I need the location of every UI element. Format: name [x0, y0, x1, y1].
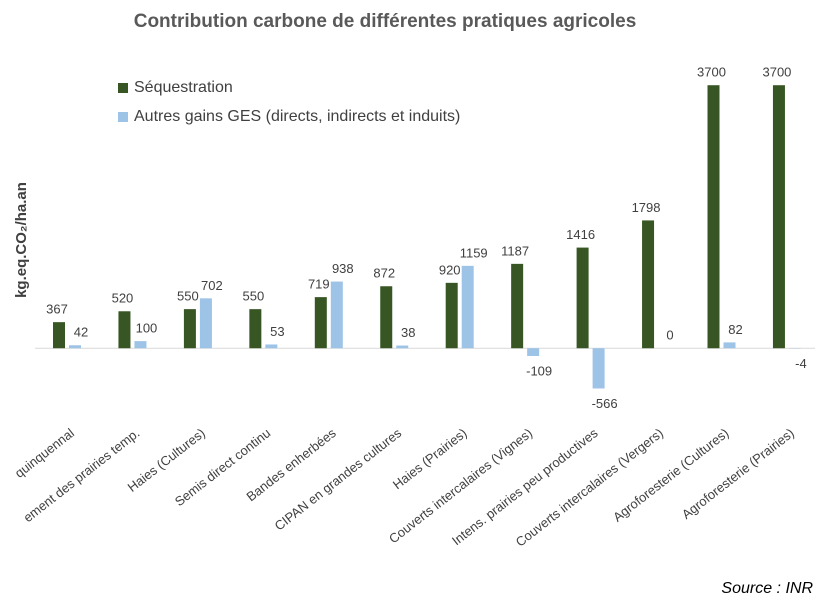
data-label: 3700: [697, 65, 726, 80]
legend-swatch: [118, 112, 128, 122]
x-tick-label: CIPAN en grandes cultures: [272, 425, 405, 534]
data-label: 1416: [566, 227, 595, 242]
bar: [772, 85, 785, 349]
data-label: -566: [592, 396, 618, 411]
data-label: 3700: [762, 65, 791, 80]
bar: [445, 282, 458, 349]
bar: [265, 344, 278, 349]
x-tick-label: Agroforesterie (Cultures): [610, 425, 731, 524]
data-label: 367: [46, 302, 68, 317]
bar: [527, 348, 540, 356]
data-label: 0: [666, 328, 673, 343]
bar: [249, 309, 262, 349]
bar: [707, 85, 720, 349]
data-label: 38: [401, 325, 415, 340]
bar: [642, 220, 655, 349]
legend-label: Autres gains GES (directs, indirects et …: [134, 108, 460, 125]
data-label: 872: [373, 266, 395, 281]
x-tick-label: Agroforesterie (Prairies): [679, 425, 797, 522]
legend-swatch: [118, 83, 128, 93]
data-label: 1798: [632, 200, 661, 215]
bar: [53, 322, 65, 349]
bar: [461, 265, 474, 349]
x-tick-label: quinquennal: [12, 425, 77, 481]
source-note: Source : INR: [721, 580, 813, 597]
bar: [723, 342, 736, 349]
data-label: 100: [136, 321, 158, 336]
bar: [183, 309, 196, 349]
data-label: 82: [728, 322, 742, 337]
bar: [511, 263, 524, 349]
data-label: 1187: [501, 243, 529, 258]
bar: [592, 348, 605, 389]
bar: [69, 345, 81, 349]
data-label: 1159: [460, 245, 488, 260]
bar: [314, 297, 327, 349]
bar: [380, 286, 393, 349]
bar: [199, 298, 212, 349]
data-label: 42: [74, 325, 88, 340]
data-label: 53: [270, 324, 284, 339]
chart-title: Contribution carbone de différentes prat…: [134, 11, 637, 32]
data-label: 938: [332, 261, 354, 276]
bar: [396, 345, 409, 349]
data-label: 550: [177, 289, 199, 304]
bar: [134, 341, 147, 349]
y-axis-label: kg.eq.CO₂/ha.an: [13, 182, 30, 298]
bar: [330, 281, 343, 349]
data-label: -4: [795, 356, 807, 371]
data-label: 702: [201, 278, 223, 293]
data-label: -109: [526, 363, 552, 378]
data-label: 719: [308, 277, 330, 292]
x-tick-label: ement des prairies temp.: [20, 425, 142, 525]
data-label: 920: [439, 262, 461, 277]
bar: [576, 247, 589, 349]
data-label: 550: [242, 289, 264, 304]
data-label: 520: [112, 291, 134, 306]
legend-label: Séquestration: [134, 79, 233, 96]
bar: [118, 311, 131, 349]
